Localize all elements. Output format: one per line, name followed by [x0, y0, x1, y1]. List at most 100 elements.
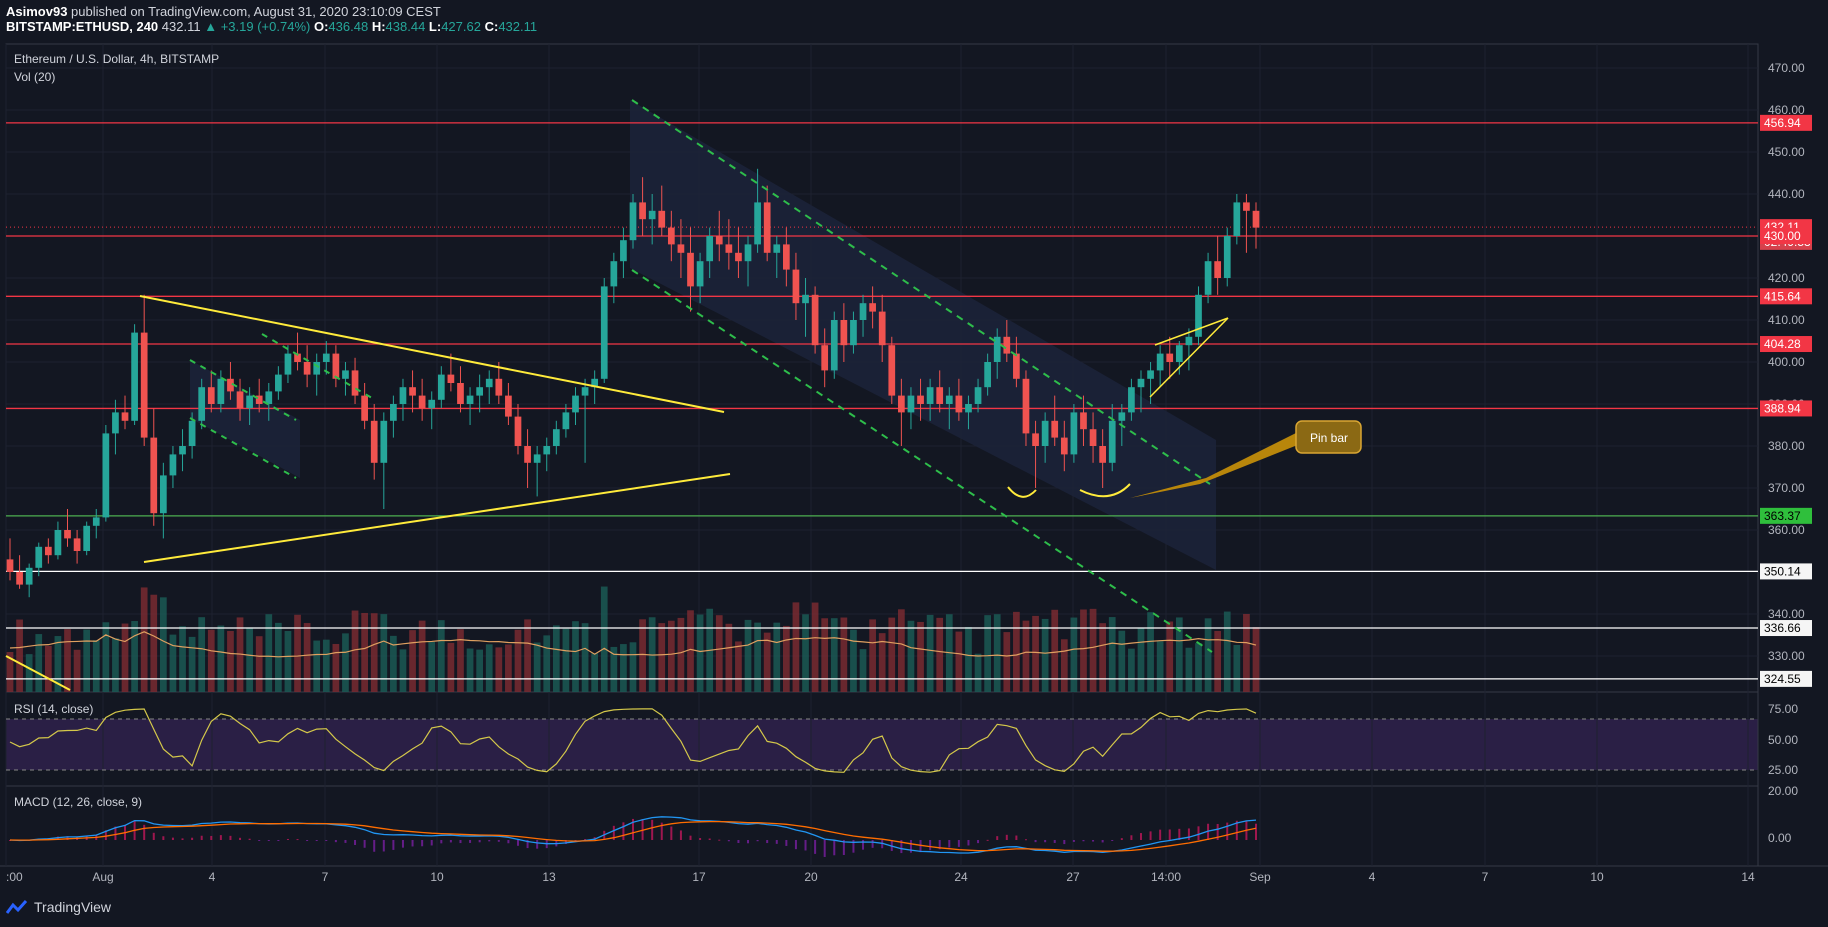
- author-name[interactable]: Asimov93: [6, 4, 68, 19]
- volume-bar: [677, 617, 685, 692]
- candle-body: [217, 378, 225, 404]
- candle-body: [476, 387, 484, 396]
- candle-body: [1060, 437, 1068, 455]
- macd-histogram-bar: [871, 840, 874, 848]
- macd-histogram-bar: [1168, 829, 1171, 840]
- volume-bar: [696, 614, 704, 692]
- candle-body: [965, 404, 972, 413]
- macd-histogram-bar: [306, 840, 309, 841]
- candle-body: [409, 387, 416, 396]
- rsi-tick-label: 75.00: [1768, 702, 1798, 716]
- macd-histogram-bar: [258, 840, 261, 841]
- volume-bar: [1128, 648, 1135, 692]
- volume-bar: [370, 613, 378, 692]
- level-label-text: 456.94: [1764, 116, 1801, 130]
- volume-bar: [965, 626, 972, 692]
- macd-histogram-bar: [833, 840, 836, 856]
- volume-bar: [342, 633, 349, 692]
- candle-body: [35, 546, 43, 568]
- high-value: 438.44: [385, 19, 426, 34]
- candle-body: [917, 395, 924, 404]
- candle-body: [821, 345, 829, 371]
- macd-histogram-bar: [392, 840, 395, 850]
- volume-bar: [629, 642, 637, 692]
- volume-bar: [610, 646, 618, 692]
- volume-bar: [322, 639, 330, 692]
- macd-histogram-bar: [152, 832, 155, 840]
- time-tick-label: 4: [209, 870, 216, 884]
- volume-bar: [639, 619, 646, 692]
- volume-bar: [658, 623, 666, 692]
- macd-histogram-bar: [948, 840, 951, 848]
- chart-canvas[interactable]: 330.00340.00360.00370.00380.00390.00400.…: [0, 0, 1828, 893]
- macd-histogram-bar: [737, 840, 740, 844]
- candle-body: [418, 395, 426, 409]
- volume-bar: [303, 623, 311, 692]
- candle-body: [1185, 336, 1193, 346]
- volume-bar: [1013, 611, 1020, 692]
- volume-bar: [198, 617, 206, 692]
- volume-bar: [131, 621, 138, 692]
- candle-body: [658, 210, 666, 228]
- candle-body: [543, 446, 551, 455]
- macd-histogram-bar: [564, 840, 567, 845]
- candle-body: [1013, 353, 1020, 379]
- pin-bar-arc-right: [1079, 483, 1131, 498]
- candle-body: [169, 454, 177, 476]
- macd-histogram-bar: [1235, 820, 1238, 840]
- macd-histogram-bar: [977, 840, 980, 844]
- volume-bar: [552, 625, 560, 692]
- main-pane-title: Ethereum / U.S. Dollar, 4h, BITSTAMP: [14, 52, 219, 66]
- macd-tick-label: 0.00: [1768, 831, 1792, 845]
- candle-body: [773, 244, 781, 253]
- macd-histogram-bar: [267, 840, 270, 841]
- macd-histogram-bar: [277, 840, 280, 841]
- macd-line: [9, 816, 1257, 854]
- candle-body: [715, 236, 723, 245]
- macd-pane[interactable]: [5, 785, 1759, 867]
- macd-histogram-bar: [181, 838, 184, 840]
- macd-histogram-bar: [104, 830, 107, 840]
- candle-body: [974, 387, 982, 404]
- macd-histogram-bar: [171, 837, 174, 840]
- macd-histogram-bar: [459, 840, 462, 844]
- volume-bar: [227, 630, 234, 692]
- channel-lower-line: [631, 269, 1213, 653]
- flag-channel-shade: [190, 360, 300, 478]
- price-axis[interactable]: 330.00340.00360.00370.00380.00390.00400.…: [1768, 61, 1805, 845]
- tradingview-logo[interactable]: TradingView: [6, 899, 111, 915]
- volume-bar: [428, 641, 436, 692]
- candle-body: [1099, 446, 1107, 463]
- volume-bar: [265, 614, 273, 692]
- low-value: 427.62: [441, 19, 481, 34]
- volume-bar: [409, 630, 416, 692]
- candle-body: [102, 433, 110, 518]
- macd-histogram-bar: [747, 840, 750, 844]
- candle-body: [926, 387, 934, 404]
- level-label-text: 415.64: [1764, 289, 1801, 303]
- tradingview-icon: [6, 900, 28, 914]
- time-axis[interactable]: :00 Aug 4 7 10 13 17 20 24 27 14:00 Sep 4 7 10 14: [6, 870, 1755, 884]
- macd-histogram-bar: [1120, 838, 1123, 840]
- time-tick-label: 20: [804, 870, 818, 884]
- candle-body: [888, 345, 896, 396]
- volume-bar: [1147, 612, 1154, 692]
- candlestick-series: [6, 168, 1260, 598]
- volume-bar: [1080, 609, 1087, 692]
- volume-bar: [207, 629, 215, 692]
- rsi-tick-label: 50.00: [1768, 733, 1798, 747]
- volume-bars: [6, 586, 1260, 692]
- volume-bar: [802, 614, 809, 692]
- volume-bar: [1195, 643, 1202, 692]
- price-tick-label: 370.00: [1768, 481, 1805, 495]
- candle-body: [1252, 210, 1260, 228]
- volume-bar: [936, 617, 944, 692]
- candle-body: [1243, 202, 1250, 211]
- macd-histogram-bar: [909, 840, 912, 853]
- candle-body: [198, 387, 206, 421]
- volume-bar: [744, 619, 752, 692]
- macd-tick-label: 20.00: [1768, 784, 1798, 798]
- rsi-line: [9, 708, 1257, 773]
- macd-histogram-bar: [584, 839, 587, 841]
- macd-histogram-bar: [488, 840, 491, 842]
